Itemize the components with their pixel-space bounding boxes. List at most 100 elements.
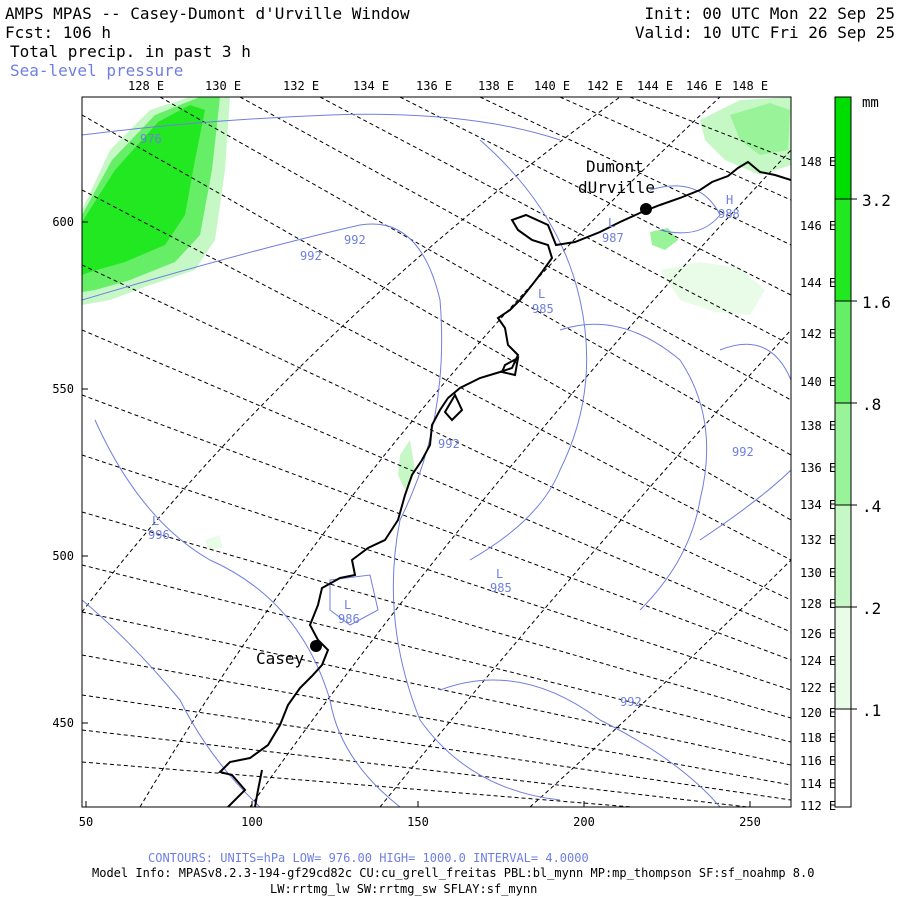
model-info: Model Info: MPASv8.2.3-194-gf29cd82c CU:… — [92, 866, 814, 880]
overlay-name: Sea-level pressure — [10, 61, 183, 80]
lon-label: 124 E — [800, 654, 836, 668]
lon-label: 130 E — [800, 566, 836, 580]
lon-label: 144 E — [800, 276, 836, 290]
lon-label: 138 E — [478, 79, 514, 93]
map-frame — [81, 96, 792, 808]
lon-label: 136 E — [800, 461, 836, 475]
init-time: Init: 00 UTC Mon 22 Sep 25 — [645, 4, 895, 23]
pressure-label: 992 — [344, 233, 366, 247]
lon-label: 134 E — [800, 498, 836, 512]
colorbar-segment — [835, 607, 851, 709]
y-tick-label: 550 — [52, 382, 74, 396]
lon-label: 138 E — [800, 419, 836, 433]
pressure-label: 987 — [602, 231, 624, 245]
lon-label: 128 E — [128, 79, 164, 93]
lon-label: 144 E — [637, 79, 673, 93]
pressure-label: 996 — [148, 528, 170, 542]
field-name: Total precip. in past 3 h — [10, 42, 251, 61]
lon-label: 142 E — [800, 327, 836, 341]
lon-label: 112 E — [800, 799, 836, 813]
lon-label: 128 E — [800, 597, 836, 611]
lon-label: 148 E — [800, 155, 836, 169]
x-tick-label: 50 — [79, 815, 93, 829]
colorbar-segment — [835, 199, 851, 301]
casey-station-marker — [310, 640, 322, 652]
colorbar: mm 3.2 1.6 .8 .4 .2 .1 — [834, 95, 891, 808]
lon-label: 146 E — [686, 79, 722, 93]
colorbar-label: .8 — [862, 395, 881, 414]
low-marker: L — [152, 514, 159, 528]
low-marker: L — [538, 287, 545, 301]
pressure-contours — [82, 113, 791, 807]
dumont-label-line2: dUrville — [578, 178, 655, 197]
pressure-label: 988 — [718, 207, 740, 221]
colorbar-segment — [835, 301, 851, 403]
pressure-label: 985 — [532, 302, 554, 316]
x-tick-label: 100 — [241, 815, 263, 829]
pressure-label: 986 — [338, 612, 360, 626]
colorbar-segment — [835, 709, 851, 807]
top-longitude-labels: 128 E 130 E 132 E 134 E 136 E 138 E 140 … — [128, 79, 768, 93]
pressure-label: 992 — [300, 249, 322, 263]
lon-label: 140 E — [800, 375, 836, 389]
colorbar-segment — [835, 403, 851, 505]
lon-label: 140 E — [534, 79, 570, 93]
lon-label: 136 E — [416, 79, 452, 93]
lon-label: 134 E — [353, 79, 389, 93]
precip-area-south — [205, 535, 222, 550]
pressure-label: 985 — [490, 581, 512, 595]
colorbar-label: .4 — [862, 497, 881, 516]
x-axis-ticks: 50 100 150 200 250 — [79, 801, 761, 829]
contour-info: CONTOURS: UNITS=hPa LOW= 976.00 HIGH= 10… — [148, 851, 589, 865]
colorbar-unit: mm — [862, 95, 879, 111]
pressure-label: 976 — [140, 132, 162, 146]
longitude-lines — [82, 97, 791, 807]
x-tick-label: 150 — [407, 815, 429, 829]
pressure-label: 992 — [732, 445, 754, 459]
lon-label: 130 E — [205, 79, 241, 93]
y-tick-label: 450 — [52, 716, 74, 730]
low-marker: L — [344, 598, 351, 612]
x-tick-label: 200 — [573, 815, 595, 829]
colorbar-label: 3.2 — [862, 191, 891, 210]
lon-label: 114 E — [800, 777, 836, 791]
lon-label: 132 E — [283, 79, 319, 93]
lon-label: 120 E — [800, 706, 836, 720]
low-marker: L — [496, 567, 503, 581]
forecast-hour: Fcst: 106 h — [5, 23, 111, 42]
colorbar-segment — [835, 505, 851, 607]
latitude-arcs — [82, 97, 791, 807]
coastline — [218, 160, 791, 807]
y-axis-ticks: 600 550 500 450 — [52, 215, 88, 730]
precip-area-west-heavy — [82, 105, 205, 275]
map-area: Dumont dUrville Casey 976 992 992 987 98… — [82, 97, 791, 807]
high-marker: H — [726, 193, 733, 207]
pressure-labels: 976 992 992 987 988 985 992 996 986 985 … — [140, 132, 754, 709]
pressure-label: 992 — [438, 437, 460, 451]
colorbar-label: 1.6 — [862, 293, 891, 312]
colorbar-segment — [835, 97, 851, 199]
product-title: AMPS MPAS -- Casey-Dumont d'Urville Wind… — [5, 4, 410, 23]
precip-shading — [82, 97, 791, 550]
dumont-station-marker — [640, 203, 652, 215]
dumont-label-line1: Dumont — [586, 157, 644, 176]
lon-label: 146 E — [800, 219, 836, 233]
colorbar-label: .1 — [862, 701, 881, 720]
low-marker: L — [608, 216, 615, 230]
y-tick-label: 500 — [52, 549, 74, 563]
lon-label: 132 E — [800, 533, 836, 547]
colorbar-label: .2 — [862, 599, 881, 618]
pressure-label: 992 — [620, 695, 642, 709]
lon-label: 142 E — [587, 79, 623, 93]
precip-area-east — [660, 262, 765, 315]
valid-time: Valid: 10 UTC Fri 26 Sep 25 — [635, 23, 895, 42]
lon-label: 122 E — [800, 681, 836, 695]
lon-label: 116 E — [800, 754, 836, 768]
model-info-line2: LW:rrtmg_lw SW:rrtmg_sw SFLAY:sf_mynn — [270, 882, 537, 896]
y-tick-label: 600 — [52, 215, 74, 229]
lon-label: 126 E — [800, 627, 836, 641]
precip-area-northeast-mid — [730, 103, 790, 155]
x-tick-label: 250 — [739, 815, 761, 829]
lon-label: 148 E — [732, 79, 768, 93]
